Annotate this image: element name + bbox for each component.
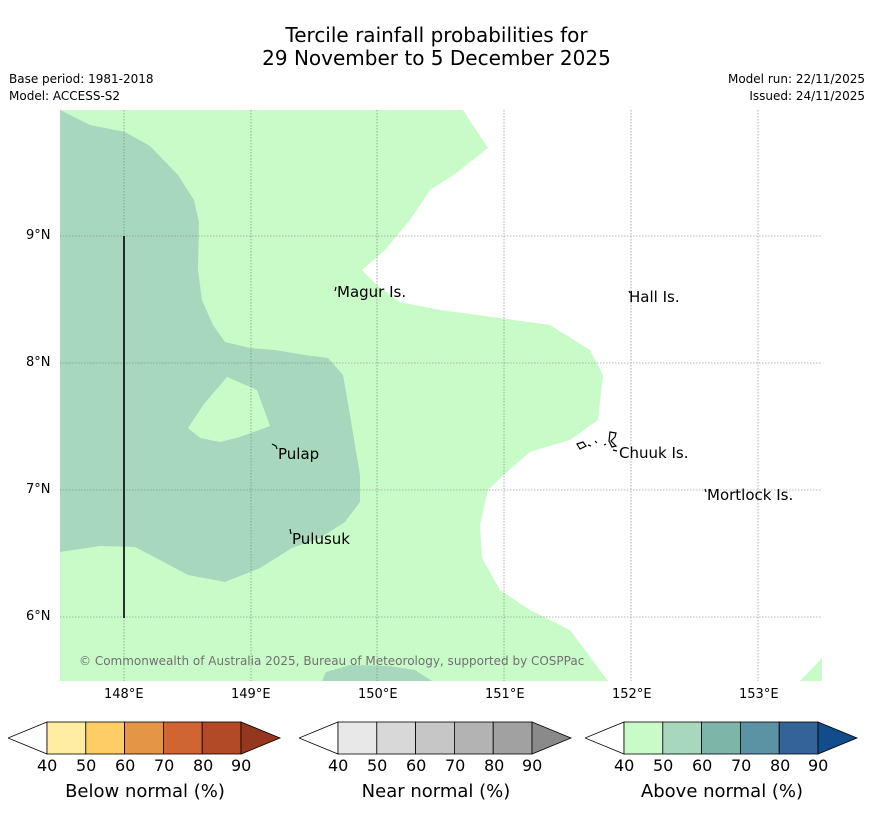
model-run-label: Model run: 22/11/2025 — [727, 72, 865, 86]
colorbar-below-normal — [8, 721, 282, 755]
copyright-text: © Commonwealth of Australia 2025, Bureau… — [79, 654, 584, 668]
above-40-patch-southeast — [800, 658, 822, 681]
place-label-pulusuk: Pulusuk — [292, 530, 350, 548]
near-tick-50: 50 — [367, 756, 388, 775]
forecast-map[interactable]: © Commonwealth of Australia 2025, Bureau… — [60, 110, 822, 681]
place-label-chuuk: Chuuk Is. — [619, 444, 689, 462]
below-segment-60 — [124, 721, 164, 755]
colorbar-near-normal — [299, 721, 573, 755]
near-tick-90: 90 — [522, 756, 543, 775]
colorbar-near-segments — [337, 721, 533, 755]
lon-tick-150e: 150°E — [358, 687, 398, 702]
place-label-magur: Magur Is. — [337, 283, 407, 301]
lon-tick-153e: 153°E — [739, 687, 779, 702]
colorbar-above-segments — [623, 721, 819, 755]
island-chuuk — [576, 431, 618, 452]
colorbar-above-extension — [817, 721, 859, 755]
lon-tick-152e: 152°E — [612, 687, 652, 702]
island-markers — [271, 286, 707, 535]
island-magur — [334, 286, 337, 292]
above-tick-60: 60 — [692, 756, 713, 775]
issued-label: Issued: 24/11/2025 — [749, 89, 865, 103]
colorbar-below-segments — [46, 721, 242, 755]
near-segment-40 — [337, 721, 378, 755]
colorbar-below-label: Below normal (%) — [65, 781, 225, 802]
above-tick-50: 50 — [653, 756, 674, 775]
place-label-pulap: Pulap — [278, 445, 320, 463]
lon-tick-149e: 149°E — [231, 687, 271, 702]
above-tick-90: 90 — [808, 756, 829, 775]
near-segment-50 — [376, 721, 417, 755]
colorbar-below-extension — [240, 721, 282, 755]
near-segment-70 — [453, 721, 494, 755]
below-tick-50: 50 — [76, 756, 97, 775]
above-tick-40: 40 — [614, 756, 635, 775]
island-pulusuk — [289, 528, 292, 535]
colorbar-above-normal — [585, 721, 859, 755]
near-tick-70: 70 — [445, 756, 466, 775]
colorbar-near-extension — [531, 721, 573, 755]
below-tick-80: 80 — [193, 756, 214, 775]
map-title-line-2: 29 November to 5 December 2025 — [262, 46, 611, 70]
near-segment-80 — [492, 721, 533, 755]
near-tick-80: 80 — [484, 756, 505, 775]
above-segment-80 — [778, 721, 819, 755]
island-hall — [628, 290, 631, 294]
above-50-region — [60, 110, 360, 582]
near-segment-60 — [415, 721, 455, 755]
above-tick-70: 70 — [731, 756, 752, 775]
above-tick-80: 80 — [770, 756, 791, 775]
place-label-mortlock: Mortlock Is. — [707, 486, 794, 504]
below-tick-70: 70 — [154, 756, 175, 775]
map-title-line-1: Tercile rainfall probabilities for — [285, 23, 588, 47]
base-period-label: Base period: 1981-2018 — [9, 72, 154, 86]
above-50-patch-south — [322, 665, 432, 681]
below-segment-80 — [201, 721, 242, 755]
colorbar-near-label: Near normal (%) — [361, 781, 511, 802]
above-segment-60 — [701, 721, 741, 755]
above-40-hole — [188, 377, 270, 442]
lat-tick-8n: 8°N — [26, 355, 51, 370]
below-tick-60: 60 — [115, 756, 136, 775]
above-segment-50 — [662, 721, 703, 755]
near-tick-40: 40 — [328, 756, 349, 775]
colorbar-above-label: Above normal (%) — [640, 781, 804, 802]
below-tick-90: 90 — [231, 756, 252, 775]
below-segment-40 — [46, 721, 87, 755]
place-label-hall: Hall Is. — [629, 288, 680, 306]
below-segment-50 — [85, 721, 126, 755]
above-segment-40 — [623, 721, 664, 755]
island-mortlock — [704, 488, 707, 493]
below-tick-40: 40 — [37, 756, 58, 775]
lat-tick-7n: 7°N — [26, 482, 51, 497]
island-pulap — [271, 443, 278, 450]
above-segment-70 — [739, 721, 780, 755]
model-label: Model: ACCESS-S2 — [9, 89, 121, 103]
lat-tick-9n: 9°N — [26, 228, 51, 243]
lon-tick-148e: 148°E — [104, 687, 144, 702]
lon-tick-151e: 151°E — [485, 687, 525, 702]
lat-tick-6n: 6°N — [26, 609, 51, 624]
near-tick-60: 60 — [406, 756, 427, 775]
below-segment-70 — [162, 721, 203, 755]
